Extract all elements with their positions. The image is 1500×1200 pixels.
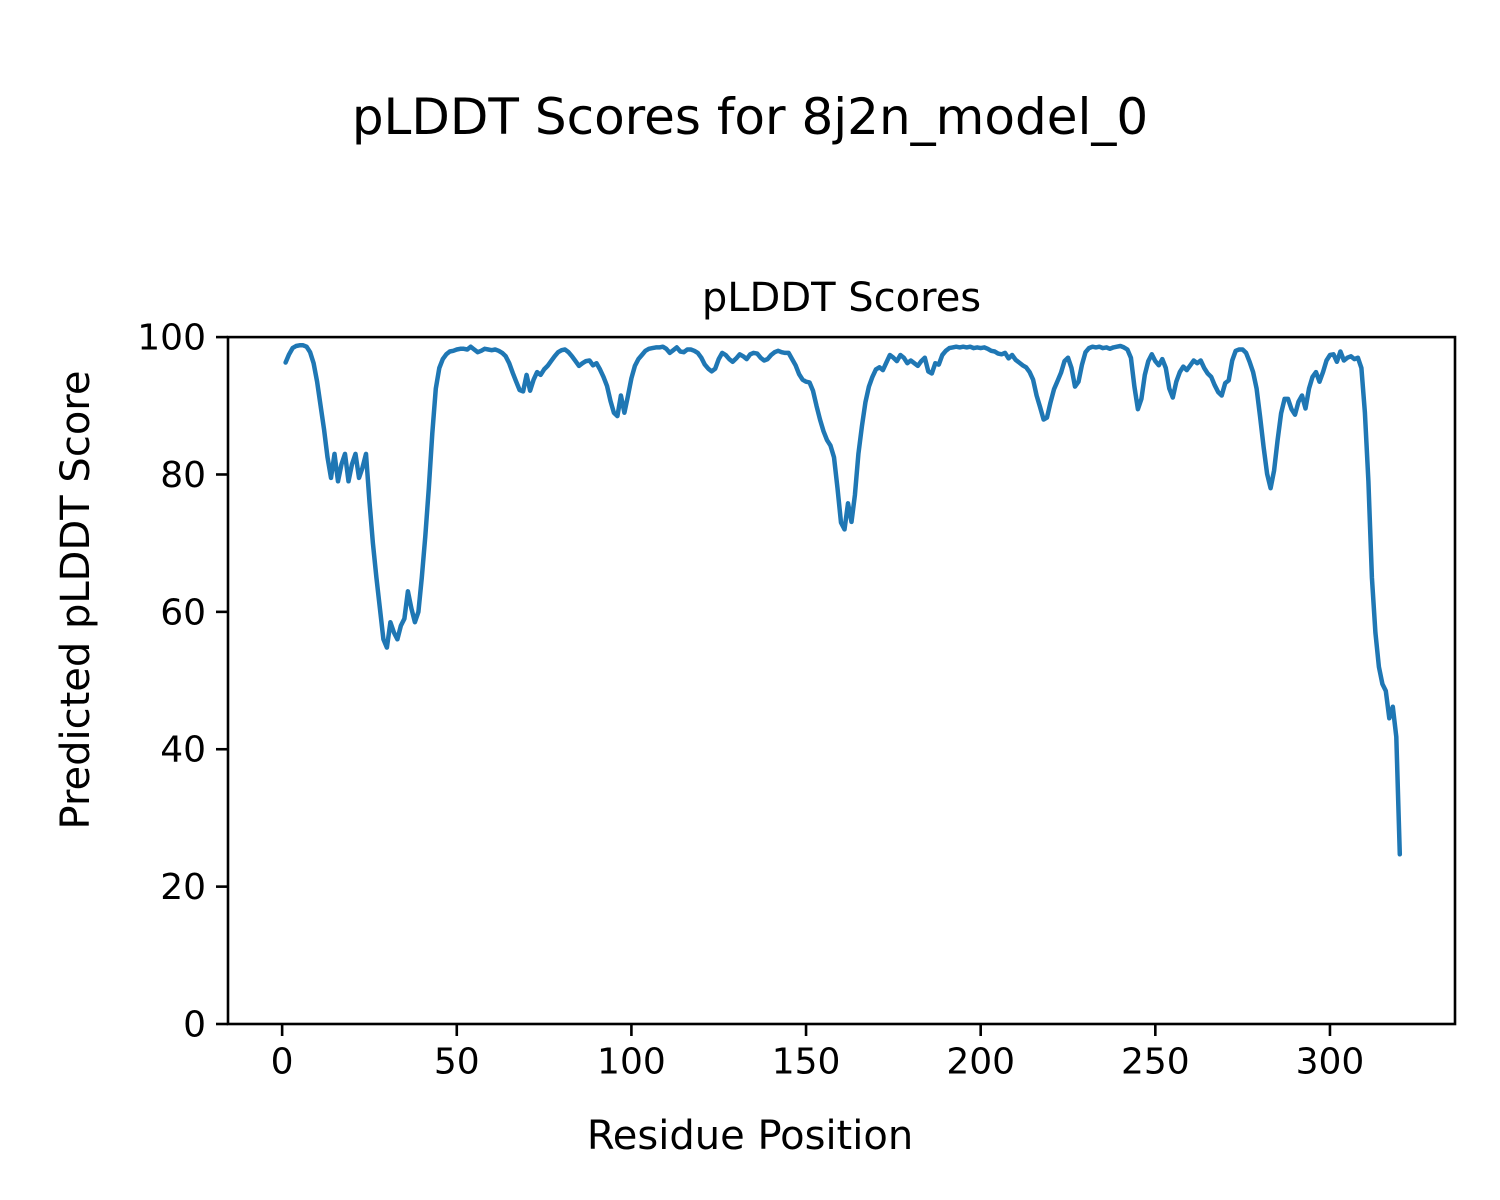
plddt-series-line [283,343,1403,857]
y-tick-label: 40 [160,730,206,771]
x-tick-label: 300 [1296,1042,1365,1083]
y-tick-label: 0 [183,1005,206,1046]
x-tick-label: 150 [772,1042,841,1083]
x-tick-label: 200 [946,1042,1015,1083]
x-tick-label: 250 [1121,1042,1190,1083]
y-tick-label: 20 [160,867,206,908]
axes-spines [226,335,1457,1026]
y-tick-label: 100 [137,318,206,359]
x-tick-label: 100 [597,1042,666,1083]
axes-title: pLDDT Scores [701,275,982,321]
x-axis-label: Residue Position [586,1113,914,1159]
y-tick-label: 80 [160,455,206,496]
x-tick-label: 50 [434,1042,480,1083]
figure-suptitle: pLDDT Scores for 8j2n_model_0 [351,88,1149,146]
x-tick-label: 0 [271,1042,294,1083]
y-axis-label: Predicted pLDDT Score [53,370,99,830]
y-tick-label: 60 [160,592,206,633]
